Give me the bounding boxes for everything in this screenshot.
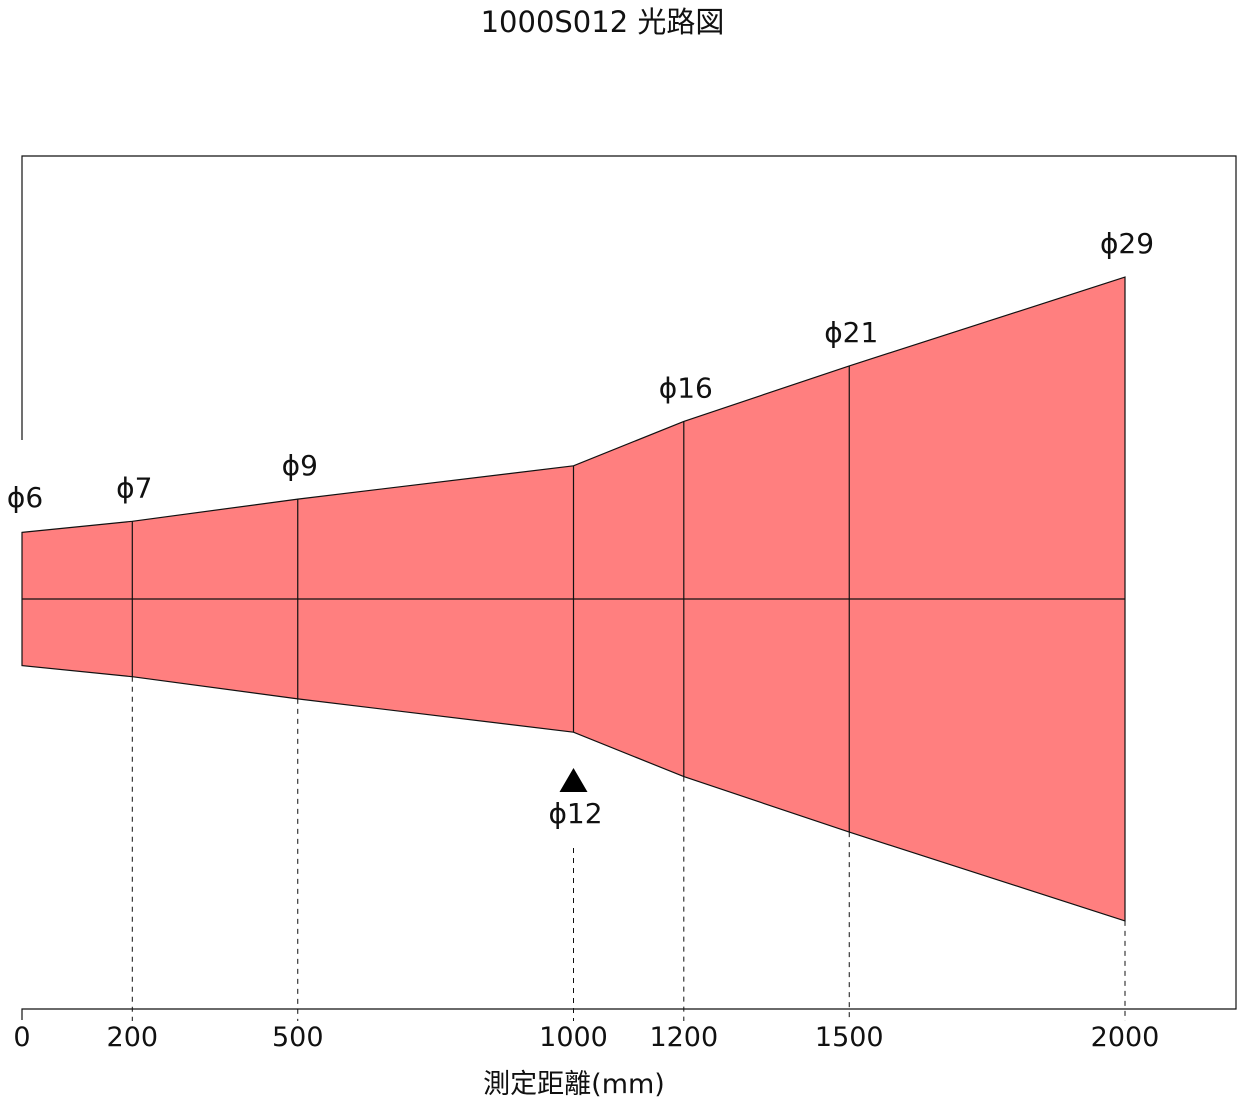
x-tick-label: 200 bbox=[107, 1022, 159, 1053]
diagram-title: 1000S012 光路図 bbox=[480, 5, 725, 39]
focal-point-marker bbox=[559, 768, 588, 792]
diameter-label: ϕ16 bbox=[659, 371, 713, 404]
x-tick-label: 1200 bbox=[649, 1022, 718, 1053]
x-tick-label: 1000 bbox=[539, 1022, 608, 1053]
x-axis-title: 測定距離(mm) bbox=[483, 1069, 665, 1100]
diameter-label: ϕ7 bbox=[116, 471, 152, 504]
x-tick-label: 500 bbox=[272, 1022, 324, 1053]
diameter-labels: ϕ6 ϕ7 ϕ9 ϕ12 ϕ16 ϕ21 ϕ29 bbox=[7, 227, 1154, 830]
diameter-label: ϕ6 bbox=[7, 481, 43, 514]
x-axis-ticks: 0 200 500 1000 1200 1500 2000 bbox=[13, 1022, 1159, 1053]
frame-border bbox=[21, 155, 1237, 1020]
diameter-label: ϕ21 bbox=[824, 316, 878, 349]
x-tick-label: 2000 bbox=[1091, 1022, 1160, 1053]
x-tick-label: 1500 bbox=[815, 1022, 884, 1053]
distance-guides bbox=[131, 676, 1126, 1021]
diameter-label: ϕ29 bbox=[1100, 227, 1154, 260]
diameter-label: ϕ9 bbox=[282, 449, 318, 482]
diameter-label: ϕ12 bbox=[548, 797, 602, 830]
x-tick-label: 0 bbox=[13, 1022, 30, 1053]
plot-frame bbox=[21, 155, 1237, 1020]
